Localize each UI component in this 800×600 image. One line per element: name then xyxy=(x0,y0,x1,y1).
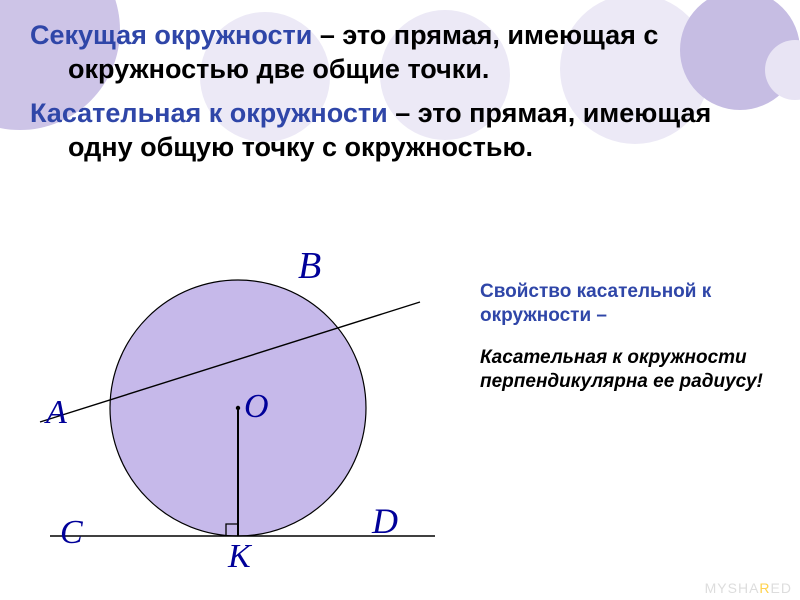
tangent-property-block: Свойство касательной к окружности – Каса… xyxy=(480,280,770,394)
watermark-suffix: ED xyxy=(771,580,792,596)
definition-tangent: Касательная к окружности – это прямая, и… xyxy=(30,96,770,164)
property-heading: Свойство касательной к окружности – xyxy=(480,280,770,328)
term-tangent: Касательная к окружности xyxy=(30,98,388,128)
watermark-prefix: MYSHA xyxy=(705,580,760,596)
label-point-B: B xyxy=(298,244,321,288)
property-statement: Касательная к окружности перпендикулярна… xyxy=(480,346,770,394)
term-secant: Секущая окружности xyxy=(30,20,312,50)
watermark: MYSHARED xyxy=(705,580,792,596)
label-point-A: A xyxy=(46,394,67,432)
label-point-C: C xyxy=(60,514,83,552)
watermark-accent: R xyxy=(759,580,770,596)
label-point-K: K xyxy=(228,538,251,576)
diagram-area: A B O C D K Свойство касательной к окруж… xyxy=(20,240,780,580)
definitions-block: Секущая окружности – это прямая, имеющая… xyxy=(0,0,800,164)
label-point-D: D xyxy=(372,500,398,542)
definition-secant: Секущая окружности – это прямая, имеющая… xyxy=(30,18,770,86)
label-point-O: O xyxy=(244,388,269,426)
